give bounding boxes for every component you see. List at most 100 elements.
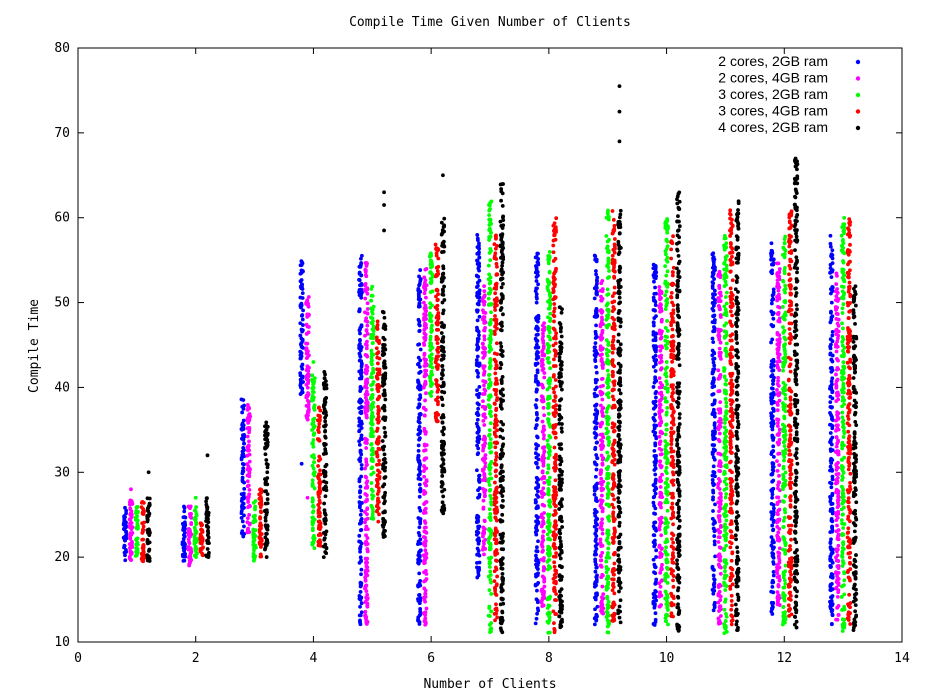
data-point	[665, 524, 670, 529]
data-point	[240, 519, 245, 524]
data-point	[652, 448, 657, 453]
data-point	[370, 465, 375, 470]
y-tick-label: 10	[54, 635, 70, 650]
data-point	[653, 595, 658, 599]
data-point	[545, 341, 550, 346]
data-point	[665, 244, 670, 249]
data-point	[841, 583, 846, 588]
data-point	[486, 263, 491, 268]
data-point	[488, 541, 492, 546]
data-point	[417, 525, 422, 530]
data-point	[364, 438, 369, 443]
data-point	[665, 259, 670, 264]
data-point	[300, 374, 305, 379]
data-point	[369, 287, 374, 291]
data-point	[598, 308, 603, 313]
data-point	[487, 526, 492, 531]
data-point	[605, 244, 610, 249]
data-point	[783, 617, 788, 622]
data-point	[124, 532, 129, 537]
data-point	[247, 452, 252, 457]
data-point	[777, 603, 782, 607]
data-point	[835, 479, 840, 484]
data-point	[717, 431, 722, 436]
data-point	[536, 257, 541, 261]
data-point	[841, 354, 846, 359]
data-point	[535, 489, 540, 494]
data-point	[781, 387, 785, 391]
data-point	[363, 492, 368, 496]
data-point	[712, 443, 717, 447]
data-point	[300, 317, 305, 322]
data-point	[542, 503, 547, 508]
data-point	[724, 400, 729, 405]
data-point	[658, 403, 663, 407]
data-point	[357, 376, 362, 381]
data-point	[830, 368, 835, 373]
data-point	[188, 515, 193, 520]
data-point	[548, 319, 552, 323]
data-point	[423, 321, 427, 326]
data-point	[660, 562, 664, 567]
data-point	[239, 516, 244, 520]
data-point	[189, 550, 194, 555]
data-point	[365, 556, 370, 561]
data-point	[535, 588, 539, 593]
data-point	[488, 328, 493, 333]
data-point	[193, 549, 198, 553]
data-point	[600, 506, 605, 511]
data-point	[604, 234, 609, 238]
data-point	[299, 341, 304, 346]
data-point	[835, 523, 839, 528]
data-point	[128, 551, 133, 555]
data-point	[128, 511, 133, 516]
data-point	[653, 466, 658, 471]
data-point	[769, 359, 774, 364]
data-point	[546, 299, 551, 304]
data-point	[546, 466, 551, 471]
data-point	[488, 336, 493, 341]
data-point	[840, 335, 845, 339]
data-point	[357, 278, 362, 283]
data-point	[834, 570, 838, 575]
data-point	[547, 250, 552, 254]
data-point	[541, 603, 546, 608]
data-point	[299, 461, 304, 466]
data-point	[842, 571, 847, 576]
data-point	[836, 543, 841, 548]
data-point	[665, 255, 670, 260]
data-point	[365, 479, 370, 484]
data-point	[182, 506, 187, 510]
data-point	[710, 280, 715, 285]
data-point	[657, 285, 662, 289]
data-point	[483, 437, 487, 441]
data-point	[534, 616, 539, 621]
data-point	[606, 454, 611, 459]
data-point	[723, 272, 728, 276]
data-point	[181, 515, 186, 520]
data-point	[246, 504, 251, 509]
data-point	[188, 553, 193, 558]
data-point	[417, 494, 422, 499]
data-point	[488, 393, 493, 398]
data-point	[310, 526, 315, 531]
data-point	[711, 455, 716, 460]
data-point	[781, 525, 786, 529]
data-point	[776, 517, 780, 522]
data-point	[651, 320, 656, 325]
data-point	[533, 289, 538, 294]
data-point	[417, 342, 422, 347]
data-point	[771, 554, 776, 559]
data-point	[542, 450, 547, 455]
data-point	[829, 317, 834, 322]
data-point	[842, 215, 847, 220]
data-point	[310, 428, 314, 432]
data-point	[370, 387, 374, 392]
data-point	[599, 470, 603, 475]
data-point	[422, 341, 426, 346]
data-point	[358, 580, 363, 585]
data-point	[652, 418, 657, 423]
data-point	[716, 332, 721, 337]
data-point	[424, 295, 428, 300]
data-point	[417, 297, 422, 302]
